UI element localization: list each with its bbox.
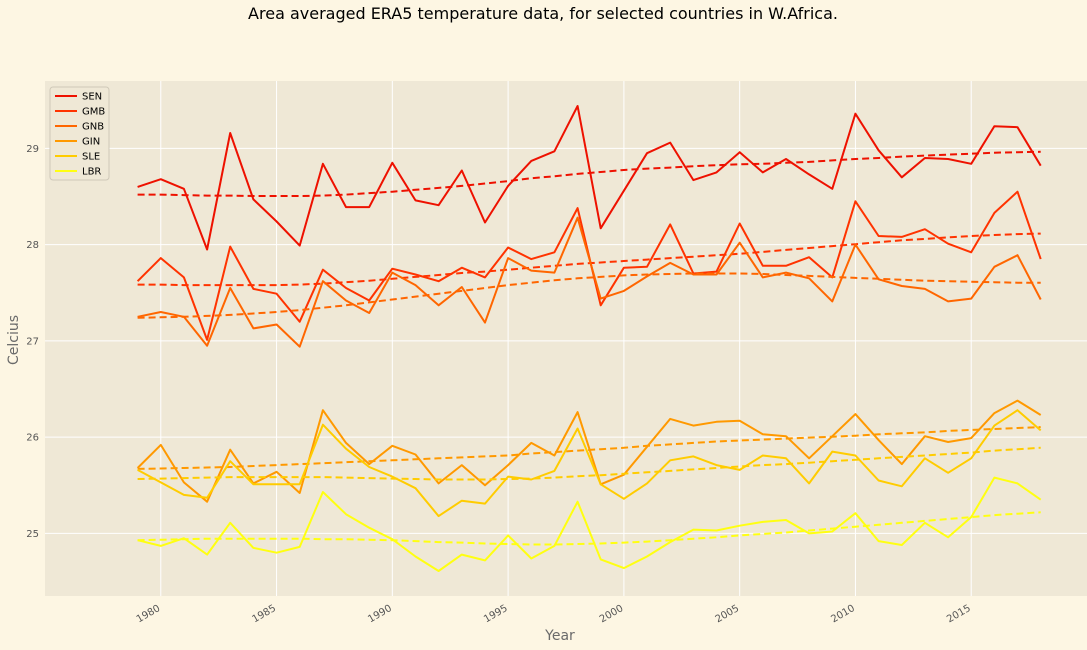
x-tick-label: 1980 [135, 603, 163, 625]
legend-label-lbr: LBR [82, 167, 101, 178]
legend-label-gin: GIN [82, 137, 100, 148]
series-lines [136, 105, 1042, 572]
y-tick-label: 27 [26, 336, 39, 347]
y-tick-label: 25 [26, 529, 39, 540]
series-line-sle [137, 409, 1042, 518]
legend-label-gnb: GNB [82, 122, 104, 133]
legend-label-gmb: GMB [82, 107, 105, 118]
trend-line-lbr [137, 511, 1041, 546]
trend-line-sle [137, 446, 1041, 481]
series-line-lbr [137, 476, 1042, 572]
legend-label-sle: SLE [82, 152, 100, 163]
y-tick-label: 26 [26, 433, 39, 444]
x-tick-label: 2000 [598, 603, 626, 625]
grid-lines [45, 81, 1087, 596]
series-line-sen [137, 105, 1042, 251]
trend-line-gmb [137, 232, 1041, 287]
x-tick-label: 1985 [251, 603, 279, 625]
chart-title: Area averaged ERA5 temperature data, for… [248, 4, 838, 23]
x-tick-label: 2015 [945, 603, 973, 625]
legend: SEN GMB GNB GIN SLE LBR [49, 86, 110, 181]
x-tick-label: 2010 [829, 603, 857, 625]
trend-line-sen [137, 150, 1041, 197]
x-tick-label: 1995 [482, 603, 510, 625]
series-line-gnb [137, 216, 1042, 348]
x-tick-label: 1990 [366, 603, 394, 625]
legend-label-sen: SEN [82, 92, 102, 103]
series-line-gin [136, 399, 1042, 503]
x-axis-label: Year [544, 628, 575, 644]
y-tick-label: 28 [26, 240, 39, 251]
y-tick-label: 29 [26, 144, 39, 155]
y-axis-label: Celcius [6, 315, 22, 365]
tick-labels: 1980 1985 1990 1995 2000 2005 2010 2015 25 26 27 28… [26, 144, 972, 625]
trend-line-gnb [137, 272, 1041, 319]
x-tick-label: 2005 [714, 603, 742, 625]
